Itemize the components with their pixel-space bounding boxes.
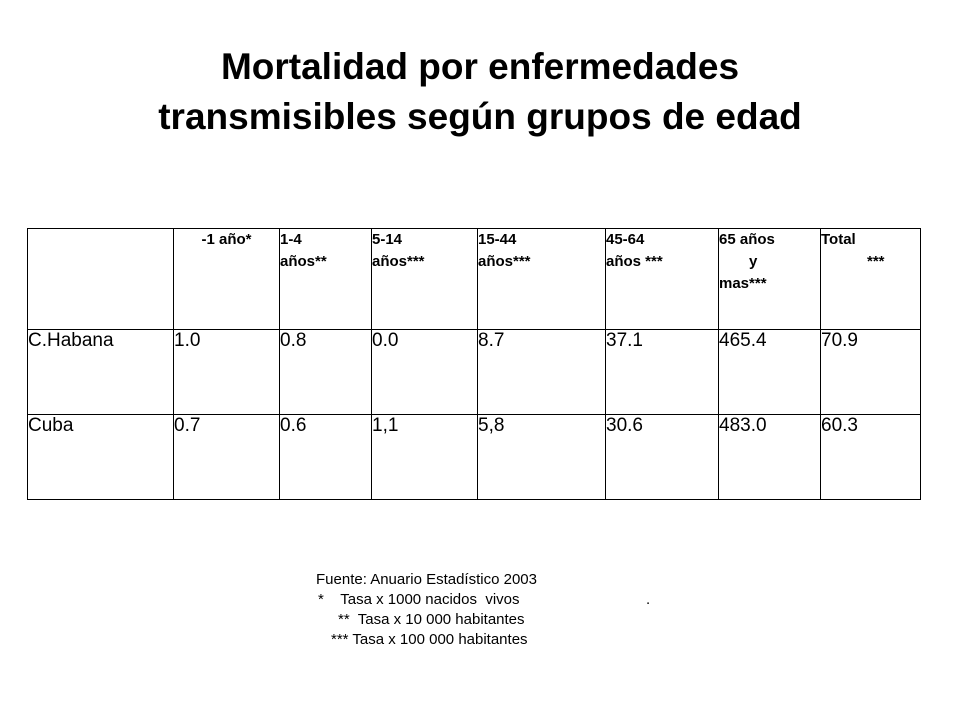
header-5-14-years: 5-14 años*** — [371, 228, 478, 330]
footnote-1-dot: . — [646, 591, 651, 608]
table-cell: 30.6 — [605, 414, 719, 500]
row-label: C.Habana — [27, 329, 174, 415]
table-cell: 0.7 — [173, 414, 280, 500]
table-cell: 0.6 — [279, 414, 372, 500]
header-15-44-years: 15-44 años*** — [477, 228, 606, 330]
header-total: Total *** — [820, 228, 921, 330]
table-cell: 483.0 — [718, 414, 821, 500]
table-row: C.Habana 1.0 0.8 0.0 8.7 37.1 465.4 70.9 — [27, 329, 921, 415]
table-cell-total: 60.3 — [820, 414, 921, 500]
table-cell-total: 70.9 — [820, 329, 921, 415]
table-cell: 8.7 — [477, 329, 606, 415]
title-line-2: transmisibles según grupos de edad — [158, 96, 802, 137]
table-cell: 1.0 — [173, 329, 280, 415]
table-header-row: -1 año* 1-4 años** 5-14 años*** 15-44 añ… — [27, 228, 921, 330]
header-65-plus-years: 65 años y mas*** — [718, 228, 821, 330]
source-note: Fuente: Anuario Estadístico 2003 — [316, 571, 537, 588]
header-under-1-year: -1 año* — [173, 228, 280, 330]
table-cell: 0.8 — [279, 329, 372, 415]
header-45-64-years: 45-64 años *** — [605, 228, 719, 330]
footnote-2: ** Tasa x 10 000 habitantes — [338, 611, 525, 628]
header-1-4-years: 1-4 años** — [279, 228, 372, 330]
page-title: Mortalidad por enfermedades transmisible… — [0, 42, 960, 142]
title-line-1: Mortalidad por enfermedades — [220, 46, 740, 87]
table-cell: 1,1 — [371, 414, 478, 500]
footnote-1: * Tasa x 1000 nacidos vivos — [318, 591, 520, 608]
mortality-table: -1 año* 1-4 años** 5-14 años*** 15-44 añ… — [27, 228, 921, 500]
table-cell: 5,8 — [477, 414, 606, 500]
footnote-3: *** Tasa x 100 000 habitantes — [331, 631, 528, 648]
table-cell: 37.1 — [605, 329, 719, 415]
table-cell: 465.4 — [718, 329, 821, 415]
table-cell: 0.0 — [371, 329, 478, 415]
row-label: Cuba — [27, 414, 174, 500]
table-corner-cell — [27, 228, 174, 330]
table-row: Cuba 0.7 0.6 1,1 5,8 30.6 483.0 60.3 — [27, 414, 921, 500]
